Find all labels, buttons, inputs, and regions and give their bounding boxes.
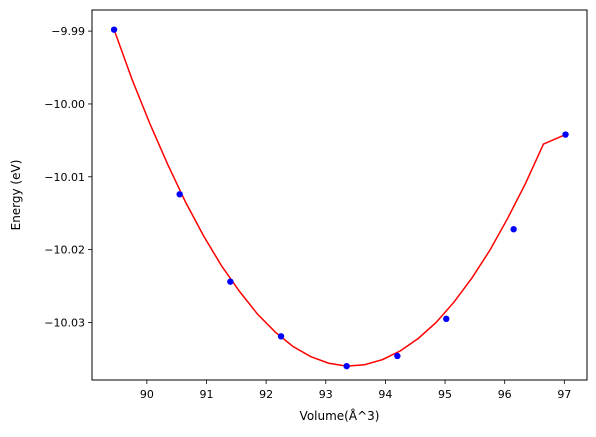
data-point: [394, 352, 401, 360]
x-tick-label: 91: [200, 388, 214, 401]
y-tick-label: −9.99: [51, 25, 85, 38]
data-point: [176, 191, 183, 198]
data-point: [277, 333, 285, 340]
y-tick-label: −10.03: [44, 316, 85, 329]
x-tick-label: 96: [498, 388, 512, 401]
data-point: [343, 362, 350, 370]
data-point: [110, 26, 118, 33]
y-axis-label: Energy (eV): [9, 160, 23, 231]
data-point: [562, 131, 569, 138]
axes-frame: [91, 9, 588, 381]
x-axis-label: Volume(Å^3): [300, 408, 380, 423]
x-tick-label: 94: [378, 388, 392, 401]
data-point: [227, 278, 234, 285]
x-tick-label: 95: [438, 388, 452, 401]
fit-curve-line: [113, 29, 566, 367]
x-tick-label: 97: [557, 388, 571, 401]
y-tick-label: −10.01: [44, 171, 85, 184]
data-point: [443, 315, 450, 323]
y-tick-label: −10.02: [44, 244, 85, 257]
data-point: [510, 226, 517, 233]
y-axis-ticks: −9.99 −10.00 −10.01 −10.02 −10.03: [44, 25, 92, 329]
y-tick-label: −10.00: [44, 98, 85, 111]
x-axis-ticks: 90 91 92 93 94 95 96 97: [140, 380, 571, 401]
plot-area: [110, 26, 569, 370]
x-tick-label: 92: [259, 388, 273, 401]
x-tick-label: 90: [140, 388, 154, 401]
x-tick-label: 93: [319, 388, 333, 401]
